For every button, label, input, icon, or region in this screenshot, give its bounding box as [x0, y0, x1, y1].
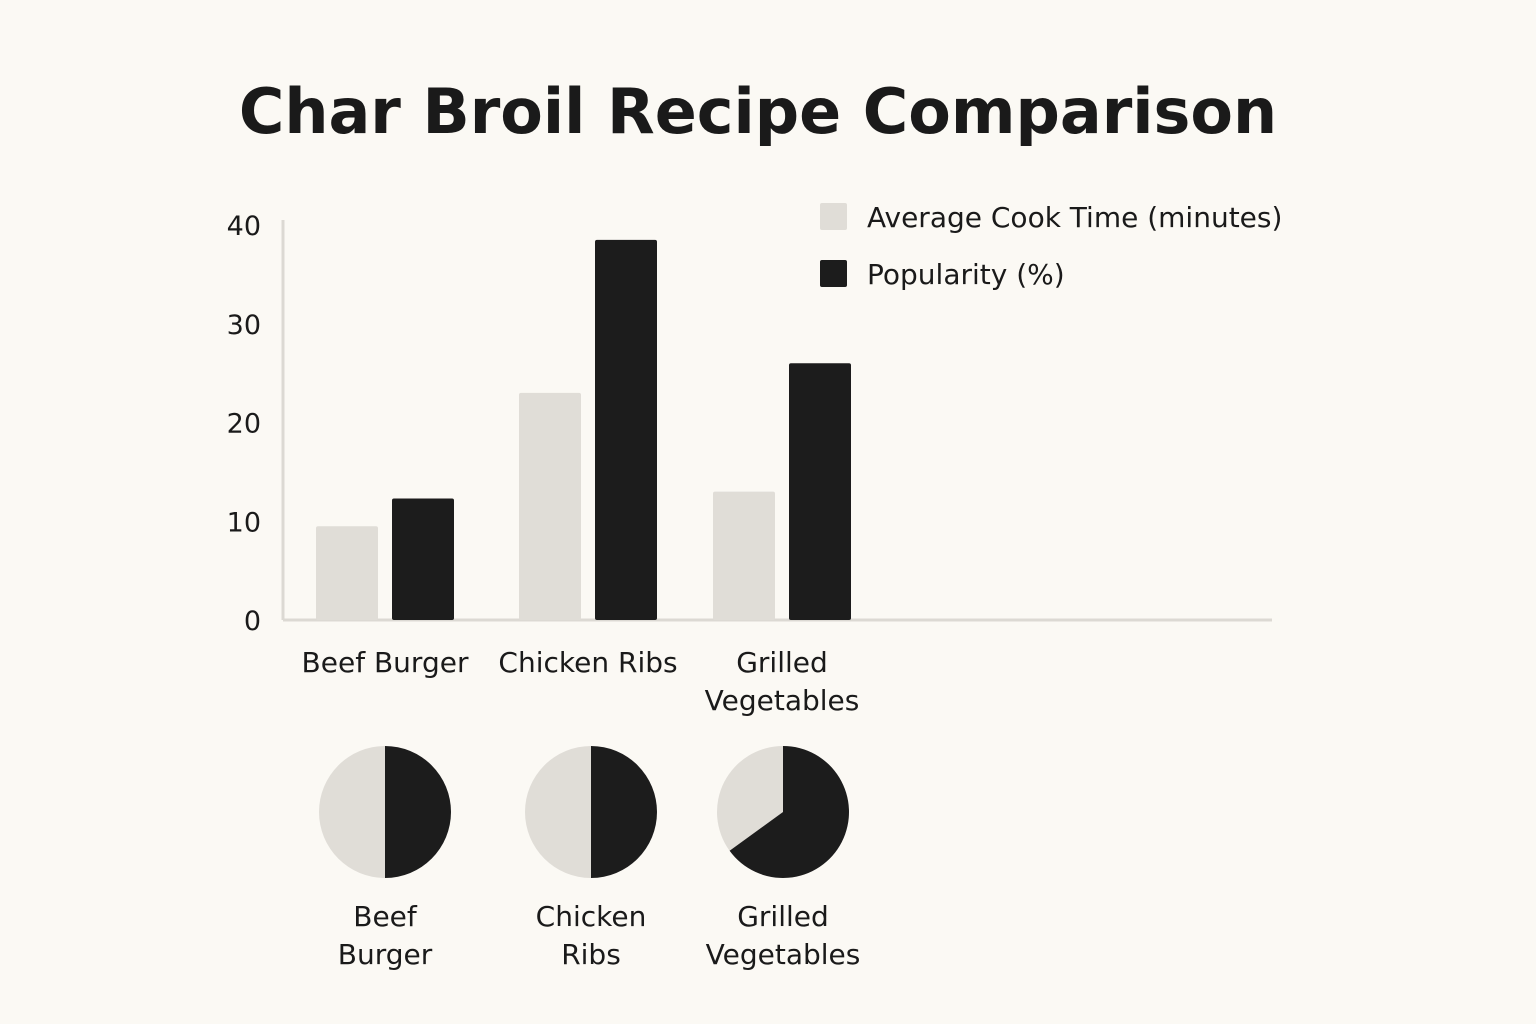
y-tick-label: 0 [244, 606, 261, 637]
category-label: Chicken Ribs [498, 646, 677, 679]
pie-label: Chicken [536, 900, 647, 933]
y-tick-label: 40 [227, 211, 261, 242]
bar-cook-time-1 [519, 392, 581, 620]
bar-popularity-1 [595, 239, 657, 620]
chart-title: Char Broil Recipe Comparison [239, 75, 1277, 148]
pie-slice-2-0 [717, 746, 783, 851]
legend-swatch-0 [820, 203, 847, 230]
y-ticks: 0 10 20 30 40 [227, 211, 261, 637]
y-tick-label: 20 [227, 409, 261, 440]
bar-cook-time-0 [316, 526, 378, 620]
pie-label: Burger [338, 938, 433, 971]
pie-slice-1-0 [525, 746, 591, 878]
pie-slice-2-1 [729, 746, 849, 878]
category-label: Vegetables [705, 684, 860, 717]
pie-slice-0-0 [319, 746, 385, 878]
legend-label-0: Average Cook Time (minutes) [867, 201, 1282, 234]
legend: Average Cook Time (minutes) Popularity (%… [820, 201, 1282, 291]
bar-popularity-0 [392, 498, 454, 620]
y-tick-label: 10 [227, 507, 261, 538]
legend-swatch-1 [820, 260, 847, 287]
category-label: Beef Burger [302, 646, 469, 679]
category-label: Grilled [736, 646, 828, 679]
y-tick-label: 30 [227, 310, 261, 341]
bar-cook-time-2 [713, 491, 775, 620]
legend-label-1: Popularity (%) [867, 258, 1065, 291]
pie-label: Ribs [561, 938, 621, 971]
pie-label: Beef [353, 900, 418, 933]
bars [316, 239, 851, 620]
pie-charts: Beef Burger Chicken Ribs Grilled Vegetables [319, 746, 860, 971]
pie-slice-0-1 [385, 746, 451, 878]
pie-slice-1-1 [591, 746, 657, 878]
category-labels: Beef Burger Chicken Ribs Grilled Vegetables [302, 646, 860, 717]
bar-popularity-2 [789, 363, 851, 620]
pie-label: Grilled [737, 900, 829, 933]
pie-label: Vegetables [706, 938, 861, 971]
